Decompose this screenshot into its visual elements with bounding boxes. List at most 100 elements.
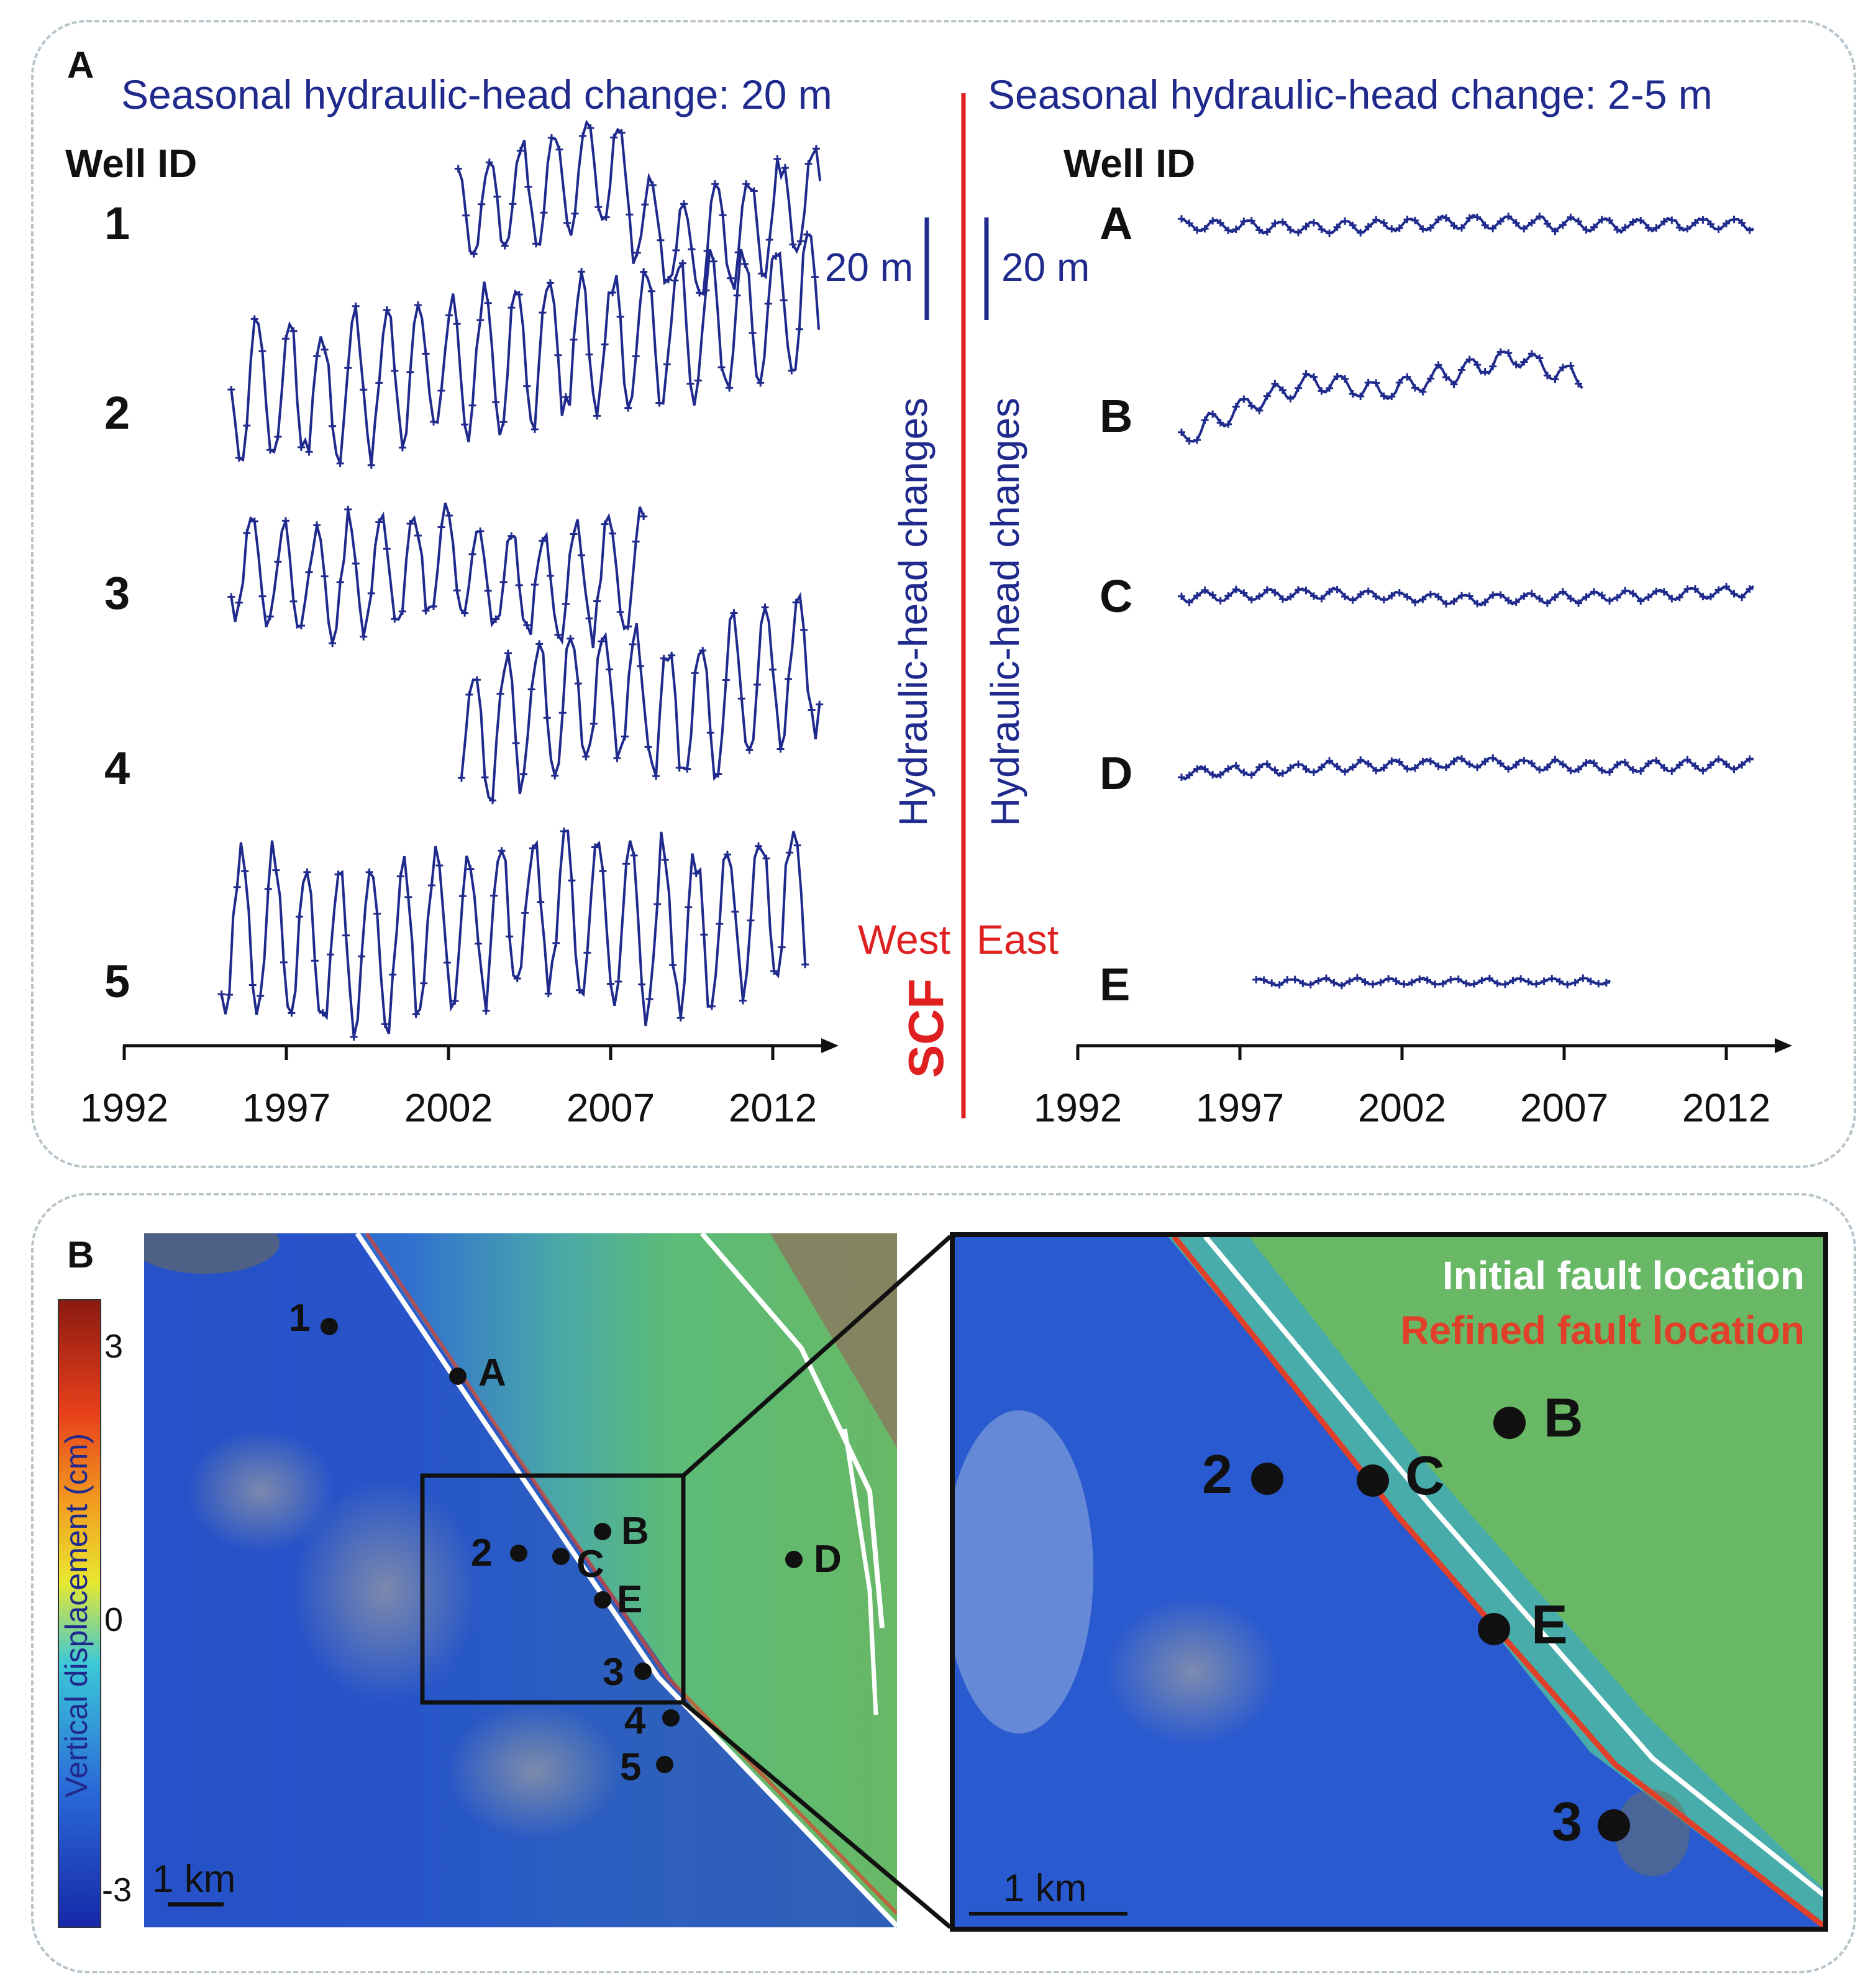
data-point-marker [1302, 370, 1310, 378]
data-point-marker [1341, 768, 1349, 776]
data-point-marker [482, 1007, 490, 1015]
data-point-marker [1306, 980, 1314, 989]
west-well-label: 1 [104, 198, 130, 249]
data-point-marker [329, 422, 337, 430]
data-point-marker [243, 529, 251, 537]
data-point-marker [1419, 757, 1427, 765]
data-point-marker [516, 147, 524, 155]
data-point-marker [1341, 217, 1349, 225]
data-point-marker [1240, 769, 1248, 777]
data-point-marker [1372, 593, 1380, 600]
data-point-marker [1738, 593, 1746, 601]
data-point-marker [1512, 360, 1520, 368]
data-point-marker [555, 145, 563, 153]
data-point-marker [678, 259, 686, 267]
west-well-label: 2 [104, 387, 130, 439]
data-point-marker [1318, 387, 1326, 395]
data-point-marker [1357, 590, 1365, 598]
data-point-marker [535, 640, 544, 648]
data-point-marker [523, 382, 531, 390]
data-point-marker [303, 868, 311, 876]
data-point-marker [1426, 590, 1434, 598]
data-point-marker [342, 931, 350, 939]
inset-well-label: B [1544, 1387, 1583, 1448]
east-x-tick: 2002 [1358, 1085, 1446, 1130]
data-point-marker [501, 242, 509, 250]
data-point-marker [1699, 216, 1707, 224]
data-point-marker [680, 200, 688, 208]
data-point-marker [1505, 765, 1513, 773]
data-point-marker [1193, 591, 1201, 600]
data-point-marker [1454, 975, 1462, 984]
data-point-marker [1543, 220, 1551, 228]
data-point-marker [289, 327, 298, 335]
east-x-tick: 1992 [1034, 1085, 1122, 1130]
data-point-marker [1419, 388, 1427, 396]
data-point-marker [1567, 767, 1575, 775]
fault-east-label: East [977, 916, 1059, 962]
data-point-marker [1551, 756, 1559, 764]
data-point-marker [375, 379, 383, 387]
data-point-marker [539, 309, 547, 317]
data-point-marker [250, 518, 258, 525]
data-point-marker [1738, 761, 1746, 769]
data-point-marker [1571, 979, 1579, 987]
data-point-marker [445, 511, 453, 519]
data-point-marker [1481, 368, 1489, 376]
data-point-marker [644, 743, 652, 751]
data-point-marker [663, 360, 671, 368]
data-point-marker [1411, 764, 1419, 772]
west-well-1-markers [454, 124, 820, 297]
data-point-marker [1431, 980, 1439, 988]
data-point-marker [795, 325, 803, 333]
data-point-marker [598, 637, 606, 646]
data-point-marker [1520, 225, 1528, 233]
data-point-marker [1247, 596, 1255, 604]
data-point-marker [1434, 593, 1442, 601]
data-point-marker [1434, 361, 1442, 369]
data-point-marker [1286, 395, 1295, 403]
data-point-marker [717, 363, 726, 372]
data-point-marker [785, 675, 793, 683]
data-point-marker [1185, 219, 1193, 227]
map-well-label: E [617, 1578, 642, 1621]
data-point-marker [398, 444, 406, 452]
data-point-marker [1548, 974, 1556, 982]
data-point-marker [427, 882, 435, 889]
east-x-tick: 2007 [1520, 1085, 1608, 1130]
west-well-1-line [457, 119, 822, 296]
data-point-marker [1416, 975, 1424, 983]
data-point-marker [699, 647, 707, 654]
data-point-marker [1465, 592, 1473, 600]
data-point-marker [1473, 213, 1482, 221]
data-point-marker [804, 160, 813, 168]
data-point-marker [1310, 592, 1318, 600]
data-point-marker [551, 772, 559, 780]
data-point-marker [1683, 756, 1692, 764]
data-point-marker [391, 367, 399, 375]
data-point-marker [761, 603, 769, 611]
data-point-marker [1283, 975, 1291, 984]
data-point-marker [1683, 225, 1692, 233]
data-point-marker [1247, 217, 1255, 225]
data-point-marker [1723, 583, 1730, 590]
data-point-marker [499, 418, 508, 426]
data-point-marker [227, 593, 235, 601]
data-point-marker [624, 404, 632, 412]
data-point-marker [579, 132, 587, 140]
data-point-marker [1286, 226, 1295, 234]
data-point-marker [1419, 225, 1427, 233]
data-point-marker [633, 249, 641, 257]
data-point-marker [1354, 974, 1361, 982]
data-point-marker [1660, 588, 1668, 596]
data-point-marker [1512, 598, 1520, 606]
data-point-marker [638, 980, 646, 989]
data-point-marker [1683, 585, 1692, 593]
data-point-marker [769, 665, 776, 674]
data-point-marker [1403, 765, 1411, 773]
data-point-marker [812, 145, 820, 153]
data-point-marker [227, 386, 235, 393]
data-point-marker [762, 854, 770, 862]
data-point-marker [1559, 588, 1567, 596]
colorbar [58, 1299, 101, 1928]
